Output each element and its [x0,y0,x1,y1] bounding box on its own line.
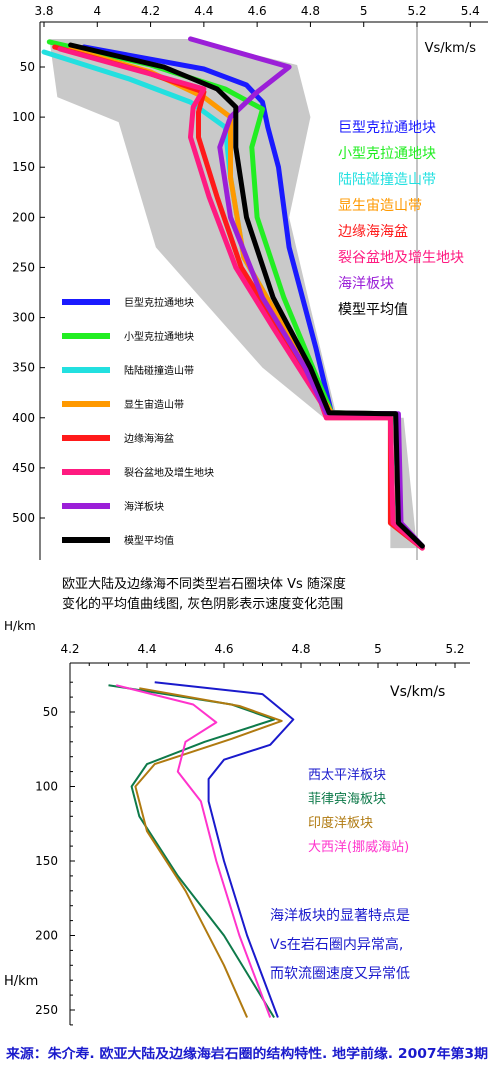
y-tick-label: 150 [12,160,35,174]
x-tick-labels: 4.2 4.4 4.6 4.8 5 5.2 [60,642,464,656]
legend-right-label: 海洋板块 [338,276,394,292]
y-axis-label: H/km [4,974,38,989]
legend-left-label: 巨型克拉通地块 [124,296,194,309]
y-tick-label: 150 [35,854,58,868]
y-tick-label: 50 [43,705,58,719]
y-tick-label: 200 [35,929,58,943]
y-tick-label: 400 [12,411,35,425]
x-tick-labels: 3.8 4 4.2 4.4 4.6 4.8 5 5.2 5.4 [34,4,479,18]
y-tick-labels: 50 100 150 200 250 [35,705,58,1017]
x-tick-label: 5 [374,642,382,656]
legend-right: 巨型克拉通地块小型克拉通地块陆陆碰撞造山带显生宙造山带边缘海海盆裂谷盆地及增生地… [338,120,464,318]
legend-right-label: 裂谷盆地及增生地块 [338,250,464,266]
y-tick-label: 100 [12,110,35,124]
legend-label: 西太平洋板块 [308,768,386,783]
legend-left-label: 裂谷盆地及增生地块 [124,466,214,479]
legend-right-label: 陆陆碰撞造山带 [338,172,436,188]
y-tick-label: 300 [12,311,35,325]
legend-right-label: 显生宙造山带 [338,198,422,214]
legend-left-label: 小型克拉通地块 [124,330,194,343]
x-tick-label: 4.6 [248,4,267,18]
y-tick-label: 200 [12,210,35,224]
legend-left-label: 海洋板块 [124,500,164,513]
legend-right-label: 巨型克拉通地块 [338,120,436,136]
y-tick-label: 500 [12,511,35,525]
y-tick-labels: 50 100 150 200 250 300 350 400 450 500 [12,60,35,525]
x-tick-label: 4.4 [194,4,213,18]
x-tick-label: 4.6 [214,642,233,656]
eurasia-vs-depth-chart: 3.8 4 4.2 4.4 4.6 4.8 5 5.2 5.4 50 100 150 200 250 30… [4,4,488,633]
series-line-5 [57,46,425,551]
caption-line-1: 欧亚大陆及边缘海不同类型岩石圈块体 Vs 随深度 [62,576,346,592]
series-lines [108,681,295,1019]
series-line-1 [108,684,276,1019]
series-line-0 [154,681,295,1018]
x-tick-label: 5.2 [445,642,464,656]
x-tick-label: 4 [93,4,101,18]
y-tick-label: 450 [12,461,35,475]
legend-left-label: 显生宙造山带 [124,398,184,411]
y-tick-label: 250 [12,260,35,274]
y-tick-label: 350 [12,361,35,375]
series-line-2 [134,687,283,1018]
legend-label: 大西洋(挪威海站) [308,840,409,855]
legend-left-label: 陆陆碰撞造山带 [124,364,194,377]
x-tick-label: 4.4 [137,642,156,656]
x-tick-label: 4.2 [60,642,79,656]
x-tick-label: 4.8 [301,4,320,18]
legend-right-label: 小型克拉通地块 [338,146,436,162]
legend-label: 菲律宾海板块 [308,791,386,807]
axes [39,21,488,560]
legend-left-label: 模型平均值 [124,534,174,547]
series-line-7 [68,42,425,549]
x-tick-label: 5.2 [407,4,426,18]
series-line-6 [188,36,425,549]
series-line-3 [115,684,272,1018]
annotation-line-2: Vs在岩石圈内异常高, [270,936,403,953]
legend-right-label: 边缘海海盆 [338,224,408,240]
caption-line-2: 变化的平均值曲线图, 灰色阴影表示速度变化范围 [62,596,343,612]
x-tick-label: 4.2 [141,4,160,18]
legend-left: 巨型克拉通地块小型克拉通地块陆陆碰撞造山带显生宙造山带边缘海海盆裂谷盆地及增生地… [62,296,214,547]
y-tick-label: 50 [20,60,35,74]
x-tick-label: 5.4 [461,4,480,18]
x-axis-label: Vs/km/s [390,684,445,700]
y-tick-label: 100 [35,780,58,794]
y-tick-label: 250 [35,1003,58,1017]
annotation-line-1: 海洋板块的显著特点是 [270,908,410,924]
x-tick-label: 4.8 [291,642,310,656]
axes [69,662,470,1026]
range-band-area [49,38,444,549]
source-citation: 来源：朱介寿. 欧亚大陆及边缘海岩石圈的结构特性. 地学前缘. 2007年第3期 [5,1046,488,1062]
legend-left-label: 边缘海海盆 [124,432,174,445]
velocity-range-band [49,38,444,549]
x-axis-label: Vs/km/s [425,41,477,56]
y-axis-label: H/km [4,619,36,633]
series-lines [41,36,425,551]
legend-right-label: 模型平均值 [338,302,408,318]
annotation-line-3: 而软流圈速度又异常低 [270,966,410,982]
x-tick-label: 5 [360,4,368,18]
x-tick-label: 3.8 [34,4,53,18]
legend-label: 印度洋板块 [308,815,373,831]
